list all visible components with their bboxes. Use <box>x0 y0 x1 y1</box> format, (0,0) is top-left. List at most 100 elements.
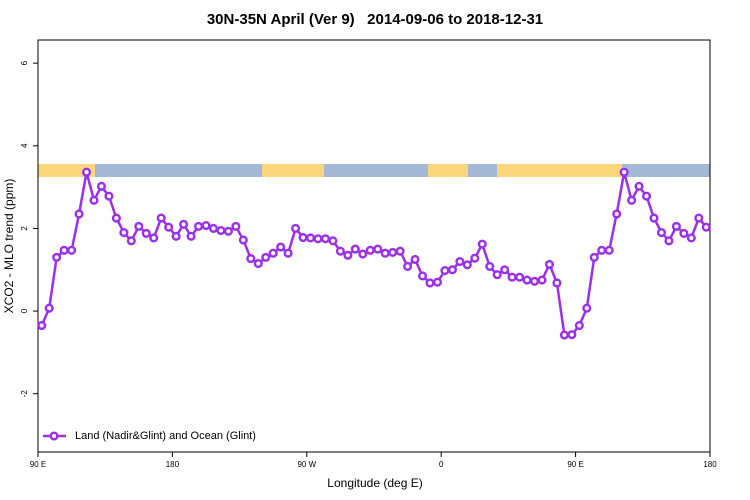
point <box>111 213 121 223</box>
point <box>52 252 62 262</box>
point <box>619 167 629 177</box>
point <box>671 221 681 231</box>
point <box>223 226 233 236</box>
point <box>193 221 204 231</box>
point <box>365 245 375 255</box>
point <box>470 253 480 263</box>
point <box>679 228 689 238</box>
point <box>455 256 465 267</box>
point <box>656 228 667 238</box>
point <box>537 275 547 285</box>
point <box>298 232 308 243</box>
x-tick-label: 90 E <box>567 460 583 469</box>
point <box>96 181 107 191</box>
y-tick-label: -2 <box>20 390 29 398</box>
y-tick-label: 6 <box>20 60 29 65</box>
point <box>74 209 84 219</box>
point <box>694 213 704 223</box>
point <box>544 259 555 269</box>
point <box>89 195 99 205</box>
point <box>388 247 398 257</box>
point <box>67 245 77 255</box>
x-axis-title: Longitude (deg E) <box>327 476 422 490</box>
point <box>440 266 450 276</box>
point <box>149 233 159 243</box>
point <box>37 320 47 331</box>
land-ocean-strip <box>38 164 710 177</box>
x-tick-label: 0 <box>439 460 444 469</box>
point <box>417 271 428 281</box>
point <box>425 278 435 288</box>
point <box>164 222 174 232</box>
point <box>126 236 136 246</box>
point <box>462 260 472 270</box>
point <box>186 231 196 241</box>
point <box>201 220 211 231</box>
point <box>701 222 711 232</box>
point <box>261 252 271 262</box>
chart-title: 30N-35N April (Ver 9) 2014-09-06 to 2018… <box>207 11 543 28</box>
y-tick-label: 2 <box>20 226 29 231</box>
plot-frame <box>37 39 711 453</box>
point <box>246 254 256 264</box>
point <box>44 303 54 313</box>
point <box>171 231 181 241</box>
point <box>216 225 226 236</box>
y-tick-label: 0 <box>20 308 29 313</box>
legend-marker <box>49 431 59 441</box>
y-tick-label: 4 <box>20 143 29 148</box>
point <box>612 209 622 219</box>
point <box>604 245 614 255</box>
point <box>589 252 599 262</box>
point <box>268 248 278 258</box>
point <box>567 330 577 340</box>
legend-label: Land (Nadir&Glint) and Ocean (Glint) <box>75 430 256 442</box>
point <box>328 236 338 246</box>
point <box>634 181 644 191</box>
land-band <box>428 164 468 177</box>
point <box>492 270 502 280</box>
point <box>238 235 248 245</box>
land-band <box>38 164 95 177</box>
point <box>522 275 532 285</box>
point <box>335 246 345 256</box>
land-band <box>497 164 622 177</box>
point <box>59 245 69 255</box>
point <box>276 242 286 252</box>
point <box>343 250 353 260</box>
x-tick-label: 90 E <box>30 460 46 469</box>
point <box>395 246 405 256</box>
point <box>283 248 293 258</box>
point <box>208 223 219 233</box>
point <box>597 245 607 255</box>
land-band <box>262 164 324 177</box>
point <box>253 259 263 269</box>
point <box>410 254 420 264</box>
point <box>231 221 241 231</box>
point <box>380 248 390 258</box>
point <box>373 244 383 254</box>
point <box>552 278 562 288</box>
point <box>432 277 443 287</box>
point <box>291 223 301 233</box>
point <box>627 195 637 205</box>
point <box>179 219 189 229</box>
point <box>81 167 92 177</box>
point <box>574 320 584 331</box>
x-tick-label: 180 <box>703 460 717 469</box>
point <box>313 234 323 244</box>
point <box>582 303 592 313</box>
point <box>134 221 144 231</box>
point <box>350 244 360 254</box>
point <box>447 265 457 275</box>
point <box>664 236 674 246</box>
x-tick-label: 180 <box>166 460 180 469</box>
point <box>500 265 510 275</box>
point <box>104 191 114 201</box>
point <box>641 191 652 201</box>
point <box>515 272 525 282</box>
point <box>403 261 413 272</box>
point <box>507 272 517 282</box>
point <box>485 261 495 272</box>
